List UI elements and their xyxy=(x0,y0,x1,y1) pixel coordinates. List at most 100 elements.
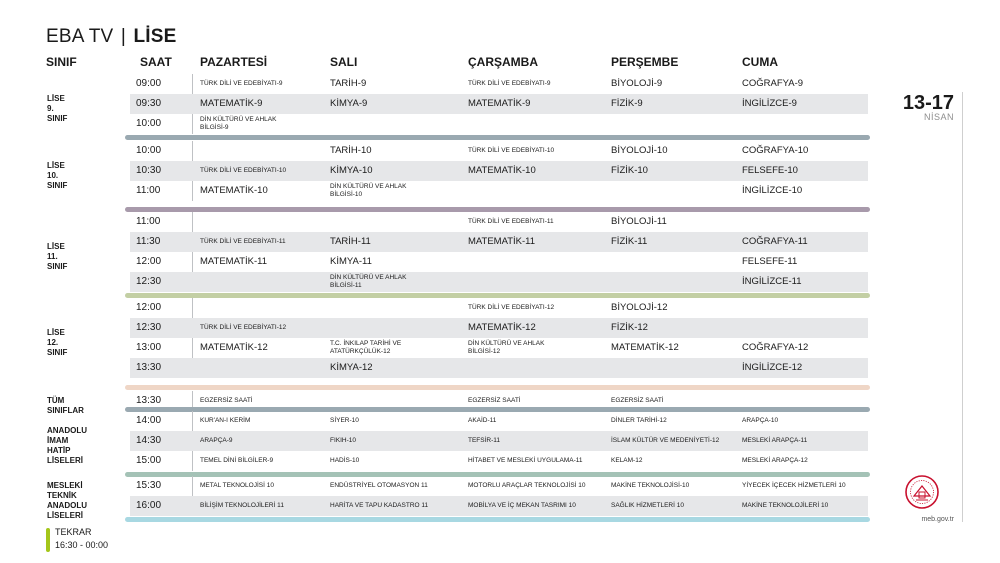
course-cell: FELSEFE-11 xyxy=(742,256,798,267)
header-carsamba: ÇARŞAMBA xyxy=(468,55,538,69)
course-cell: MATEMATİK-12 xyxy=(611,342,679,353)
group-separator xyxy=(125,207,870,212)
table-row xyxy=(130,496,868,516)
meb-logo xyxy=(904,474,940,515)
time-slot: 15:30 xyxy=(136,480,162,491)
course-cell: YİYECEK İÇECEK HİZMETLERİ 10 xyxy=(742,482,846,489)
course-cell: MESLEKİ ARAPÇA-11 xyxy=(742,437,808,444)
time-slot: 12:00 xyxy=(136,256,162,267)
course-cell: DİN KÜLTÜRÜ VE AHLAK BİLGİSİ-10 xyxy=(330,183,407,198)
course-cell: İNGİLİZCE-9 xyxy=(742,98,797,109)
course-cell: DİN KÜLTÜRÜ VE AHLAK BİLGİSİ-9 xyxy=(200,116,277,131)
course-cell: HARİTA VE TAPU KADASTRO 11 xyxy=(330,502,429,509)
course-cell: KİMYA-11 xyxy=(330,256,372,267)
course-cell: DİNLER TARİHİ-12 xyxy=(611,417,667,424)
course-cell: COĞRAFYA-12 xyxy=(742,342,809,353)
course-cell: TARİH-11 xyxy=(330,236,371,247)
time-slot: 10:00 xyxy=(136,118,162,129)
group-separator xyxy=(125,293,870,298)
course-cell: MATEMATİK-9 xyxy=(468,98,531,109)
course-cell: MOBİLYA VE İÇ MEKAN TASRIMI 10 xyxy=(468,502,576,509)
course-cell: İNGİLİZCE-12 xyxy=(742,362,803,373)
group-label-line: İMAM HATİP xyxy=(47,436,71,455)
header-sinif: SINIF xyxy=(46,55,77,69)
time-slot: 11:00 xyxy=(136,216,161,227)
course-cell: TÜRK DİLİ VE EDEBİYATI-11 xyxy=(200,238,286,245)
group-separator xyxy=(125,407,870,412)
course-cell: TARİH-9 xyxy=(330,78,367,89)
course-cell: COĞRAFYA-10 xyxy=(742,145,809,156)
group-divider xyxy=(192,212,193,292)
header-sali: SALI xyxy=(330,55,358,69)
course-cell: KİMYA-12 xyxy=(330,362,373,373)
course-cell: TARİH-10 xyxy=(330,145,372,156)
course-cell: TÜRK DİLİ VE EDEBİYATI-9 xyxy=(468,80,551,87)
course-cell: ENDÜSTRİYEL OTOMASYON 11 xyxy=(330,482,428,489)
time-slot: 15:00 xyxy=(136,455,162,466)
course-cell: HİTABET VE MESLEKİ UYGULAMA-11 xyxy=(468,457,583,464)
group-label-line: MESLEKİ TEKNİK xyxy=(47,481,83,500)
tekrar-time: 16:30 - 00:00 xyxy=(55,540,109,550)
course-cell: İNGİLİZCE-10 xyxy=(742,185,803,196)
course-cell: BİLİŞİM TEKNOLOJİLERİ 11 xyxy=(200,502,284,509)
group-separator xyxy=(125,135,870,140)
group-label-line: LİSELERİ xyxy=(47,456,84,465)
group-separator xyxy=(125,385,870,390)
course-cell: TEFSİR-11 xyxy=(468,437,501,444)
course-cell: MATEMATİK-9 xyxy=(200,98,263,109)
course-cell: TÜRK DİLİ VE EDEBİYATI-10 xyxy=(468,147,555,154)
group-label-line: LİSELERİ xyxy=(47,511,84,520)
date-month: NİSAN xyxy=(923,112,954,122)
course-cell: EGZERSİZ SAATİ xyxy=(200,397,253,404)
tekrar-label: TEKRAR xyxy=(55,527,92,537)
table-row xyxy=(130,232,868,252)
course-cell: FİZİK-11 xyxy=(611,236,648,247)
course-cell: ARAPÇA-9 xyxy=(200,437,233,444)
group-label-line: LİSE xyxy=(47,242,65,251)
course-cell: MESLEKİ ARAPÇA-12 xyxy=(742,457,808,464)
course-cell: FİZİK-10 xyxy=(611,165,648,176)
header-saat: SAAT xyxy=(140,55,172,69)
course-cell: DİN KÜLTÜRÜ VE AHLAK BİLGİSİ-12 xyxy=(468,340,545,355)
group-label: TÜM SINIFLAR xyxy=(47,396,84,416)
group-label-line: 10. SINIF xyxy=(47,171,68,190)
group-label-line: TÜM SINIFLAR xyxy=(47,396,84,415)
brand-lise: LİSE xyxy=(133,26,177,47)
course-cell: KİMYA-9 xyxy=(330,98,368,109)
course-cell: TÜRK DİLİ VE EDEBİYATI-9 xyxy=(200,80,283,87)
course-cell: TÜRK DİLİ VE EDEBİYATI-12 xyxy=(200,324,287,331)
table-row xyxy=(130,161,868,181)
course-cell: KELAM-12 xyxy=(611,457,643,464)
time-slot: 09:00 xyxy=(136,78,162,89)
course-cell: ARAPÇA-10 xyxy=(742,417,779,424)
time-slot: 13:30 xyxy=(136,362,162,373)
group-label-line: ANADOLU xyxy=(47,501,87,510)
group-label-line: ANADOLU xyxy=(47,426,87,435)
course-cell: TEMEL DİNİ BİLGİLER-9 xyxy=(200,457,274,464)
table-row xyxy=(130,318,868,338)
course-cell: SAĞLIK HİZMETLERİ 10 xyxy=(611,502,684,509)
course-cell: COĞRAFYA-9 xyxy=(742,78,804,89)
group-label: LİSE 10. SINIF xyxy=(47,161,67,191)
course-cell: MAKİNE TEKNOLOJİLERİ 10 xyxy=(742,502,829,509)
time-slot: 09:30 xyxy=(136,98,162,109)
course-cell: TÜRK DİLİ VE EDEBİYATI-11 xyxy=(468,218,554,225)
group-separator xyxy=(125,472,870,477)
course-cell: TÜRK DİLİ VE EDEBİYATI-12 xyxy=(468,304,555,311)
group-label-line: 12. SINIF xyxy=(47,338,68,357)
course-cell: BİYOLOJİ-11 xyxy=(611,216,667,227)
course-cell: DİN KÜLTÜRÜ VE AHLAK BİLGİSİ-11 xyxy=(330,274,407,289)
group-label-line: LİSE xyxy=(47,161,65,170)
group-label-line: 9. SINIF xyxy=(47,104,68,123)
brand-separator: | xyxy=(120,26,127,47)
table-row xyxy=(130,94,868,114)
time-slot: 11:30 xyxy=(136,236,161,247)
time-slot: 11:00 xyxy=(136,185,161,196)
header-pazartesi: PAZARTESİ xyxy=(200,55,268,69)
course-cell: SİYER-10 xyxy=(330,417,359,424)
course-cell: İNGİLİZCE-11 xyxy=(742,276,802,287)
course-cell: FİZİK-12 xyxy=(611,322,648,333)
right-divider xyxy=(962,92,963,522)
course-cell: TÜRK DİLİ VE EDEBİYATI-10 xyxy=(200,167,287,174)
time-slot: 10:00 xyxy=(136,145,162,156)
